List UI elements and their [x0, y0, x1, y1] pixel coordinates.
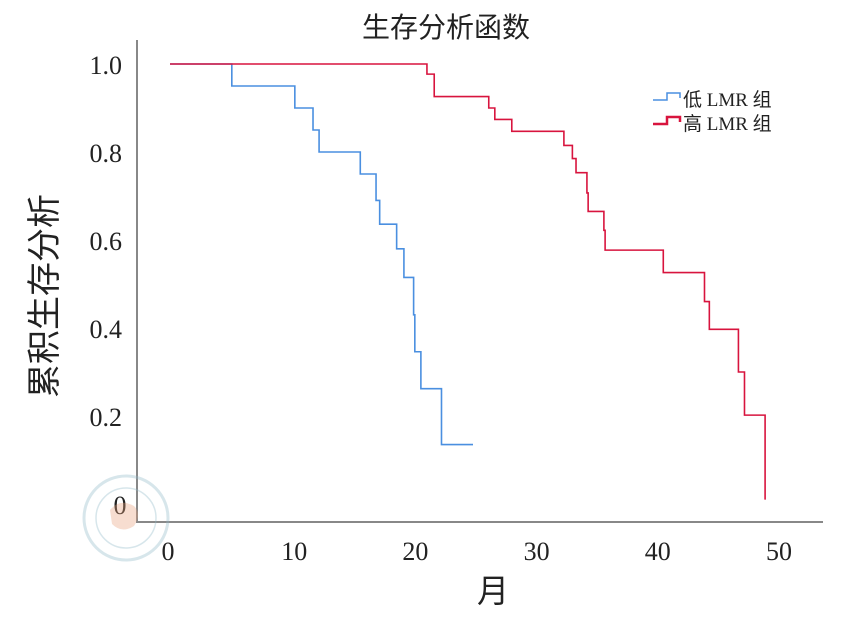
chart-title: 生存分析函数	[362, 12, 530, 44]
x-tick-label: 50	[766, 537, 792, 566]
y-tick-label: 0.4	[90, 315, 123, 344]
y-axis-label: 累积生存分析	[26, 194, 64, 398]
legend: 低 LMR 组高 LMR 组	[653, 89, 772, 135]
series-line-low-lmr	[170, 63, 473, 446]
x-tick-label: 0	[162, 537, 175, 566]
x-tick-label: 20	[402, 537, 428, 566]
x-tick-label: 30	[524, 537, 550, 566]
legend-label: 低 LMR 组	[683, 89, 772, 111]
y-tick-label: 0.2	[90, 403, 123, 432]
x-axis-label: 月	[477, 573, 509, 609]
series-line-high-lmr	[170, 63, 766, 500]
legend-swatch	[653, 115, 682, 126]
y-tick-label: 0.6	[90, 227, 123, 256]
legend-swatch	[653, 92, 681, 101]
legend-label: 高 LMR 组	[683, 113, 772, 135]
x-tick-label: 10	[281, 537, 307, 566]
x-tick-label: 40	[645, 537, 671, 566]
y-tick-label: 0	[114, 491, 127, 520]
y-tick-label: 0.8	[90, 139, 123, 168]
watermark-logo	[82, 474, 170, 562]
y-tick-label: 1.0	[90, 51, 123, 80]
